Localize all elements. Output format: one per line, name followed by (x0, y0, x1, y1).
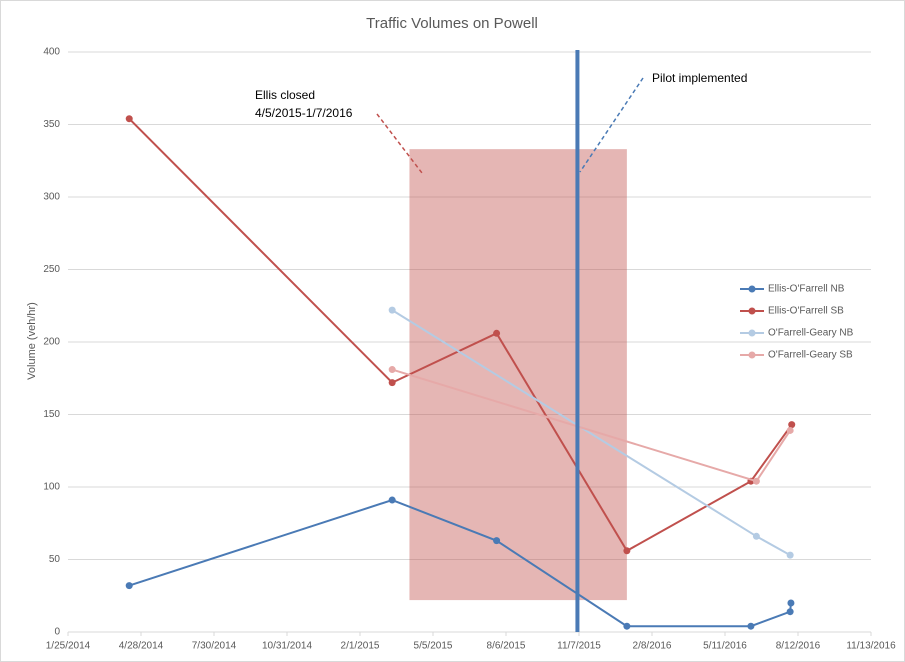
annotation-leader (376, 113, 423, 174)
y-axis-label: Volume (veh/hr) (26, 302, 38, 380)
data-point (747, 622, 755, 630)
x-tick-label: 4/28/2014 (119, 641, 164, 652)
legend-label: Ellis-O'Farrell SB (768, 306, 844, 317)
plot: 0 50 100 150 200 250 300 350 400 1/25/2014 4/28/20… (43, 47, 896, 652)
series-line (128, 117, 793, 553)
y-tick-label: 400 (43, 47, 60, 58)
x-tick-label: 11/13/2016 (846, 641, 896, 652)
legend-label: Ellis-O'Farrell NB (768, 284, 845, 295)
legend-marker (748, 329, 756, 337)
data-point (125, 115, 133, 123)
x-tick-label: 11/7/2015 (557, 641, 601, 652)
legend-label: O'Farrell-Geary NB (768, 328, 854, 339)
x-tick-label: 2/1/2015 (341, 641, 380, 652)
data-point (623, 622, 631, 630)
data-point (493, 537, 501, 545)
x-tick-label: 8/6/2015 (487, 641, 526, 652)
y-tick-label: 350 (43, 119, 60, 130)
y-tick-label: 0 (54, 627, 60, 638)
data-point (752, 532, 760, 540)
y-tick-label: 300 (43, 192, 60, 203)
x-tick-label: 10/31/2014 (262, 641, 312, 652)
x-tick-label: 5/11/2016 (703, 641, 747, 652)
x-tick-label: 5/5/2015 (414, 641, 453, 652)
annotation: 4/5/2015-1/7/2016 (255, 106, 353, 120)
annotation-leader (579, 77, 644, 173)
legend-label: O'Farrell-Geary SB (768, 350, 853, 361)
y-tick-label: 200 (43, 337, 60, 348)
highlight-region (409, 149, 627, 601)
data-point (787, 599, 795, 607)
y-tick-label: 50 (49, 554, 61, 565)
data-point (388, 496, 396, 504)
data-point (388, 366, 396, 374)
data-point (623, 547, 631, 555)
y-tick-label: 150 (43, 409, 60, 420)
data-point (786, 608, 794, 616)
annotation: Pilot implemented (652, 71, 747, 85)
data-point (493, 329, 501, 337)
chart-title: Traffic Volumes on Powell (366, 15, 538, 32)
x-tick-label: 1/25/2014 (46, 641, 91, 652)
data-point (388, 306, 396, 314)
data-point (752, 477, 760, 485)
x-tick-label: 7/30/2014 (192, 641, 237, 652)
data-point (388, 379, 396, 387)
y-tick-label: 100 (43, 482, 60, 493)
data-point (125, 582, 133, 590)
data-point (786, 551, 794, 559)
x-tick-label: 8/12/2016 (776, 641, 821, 652)
x-tick-label: 2/8/2016 (633, 641, 672, 652)
legend-marker (748, 285, 756, 293)
y-tick-label: 250 (43, 264, 60, 275)
data-point (788, 421, 796, 429)
annotation: Ellis closed (255, 88, 315, 102)
data-point (786, 426, 794, 434)
legend-marker (748, 351, 756, 359)
legend-marker (748, 307, 756, 315)
